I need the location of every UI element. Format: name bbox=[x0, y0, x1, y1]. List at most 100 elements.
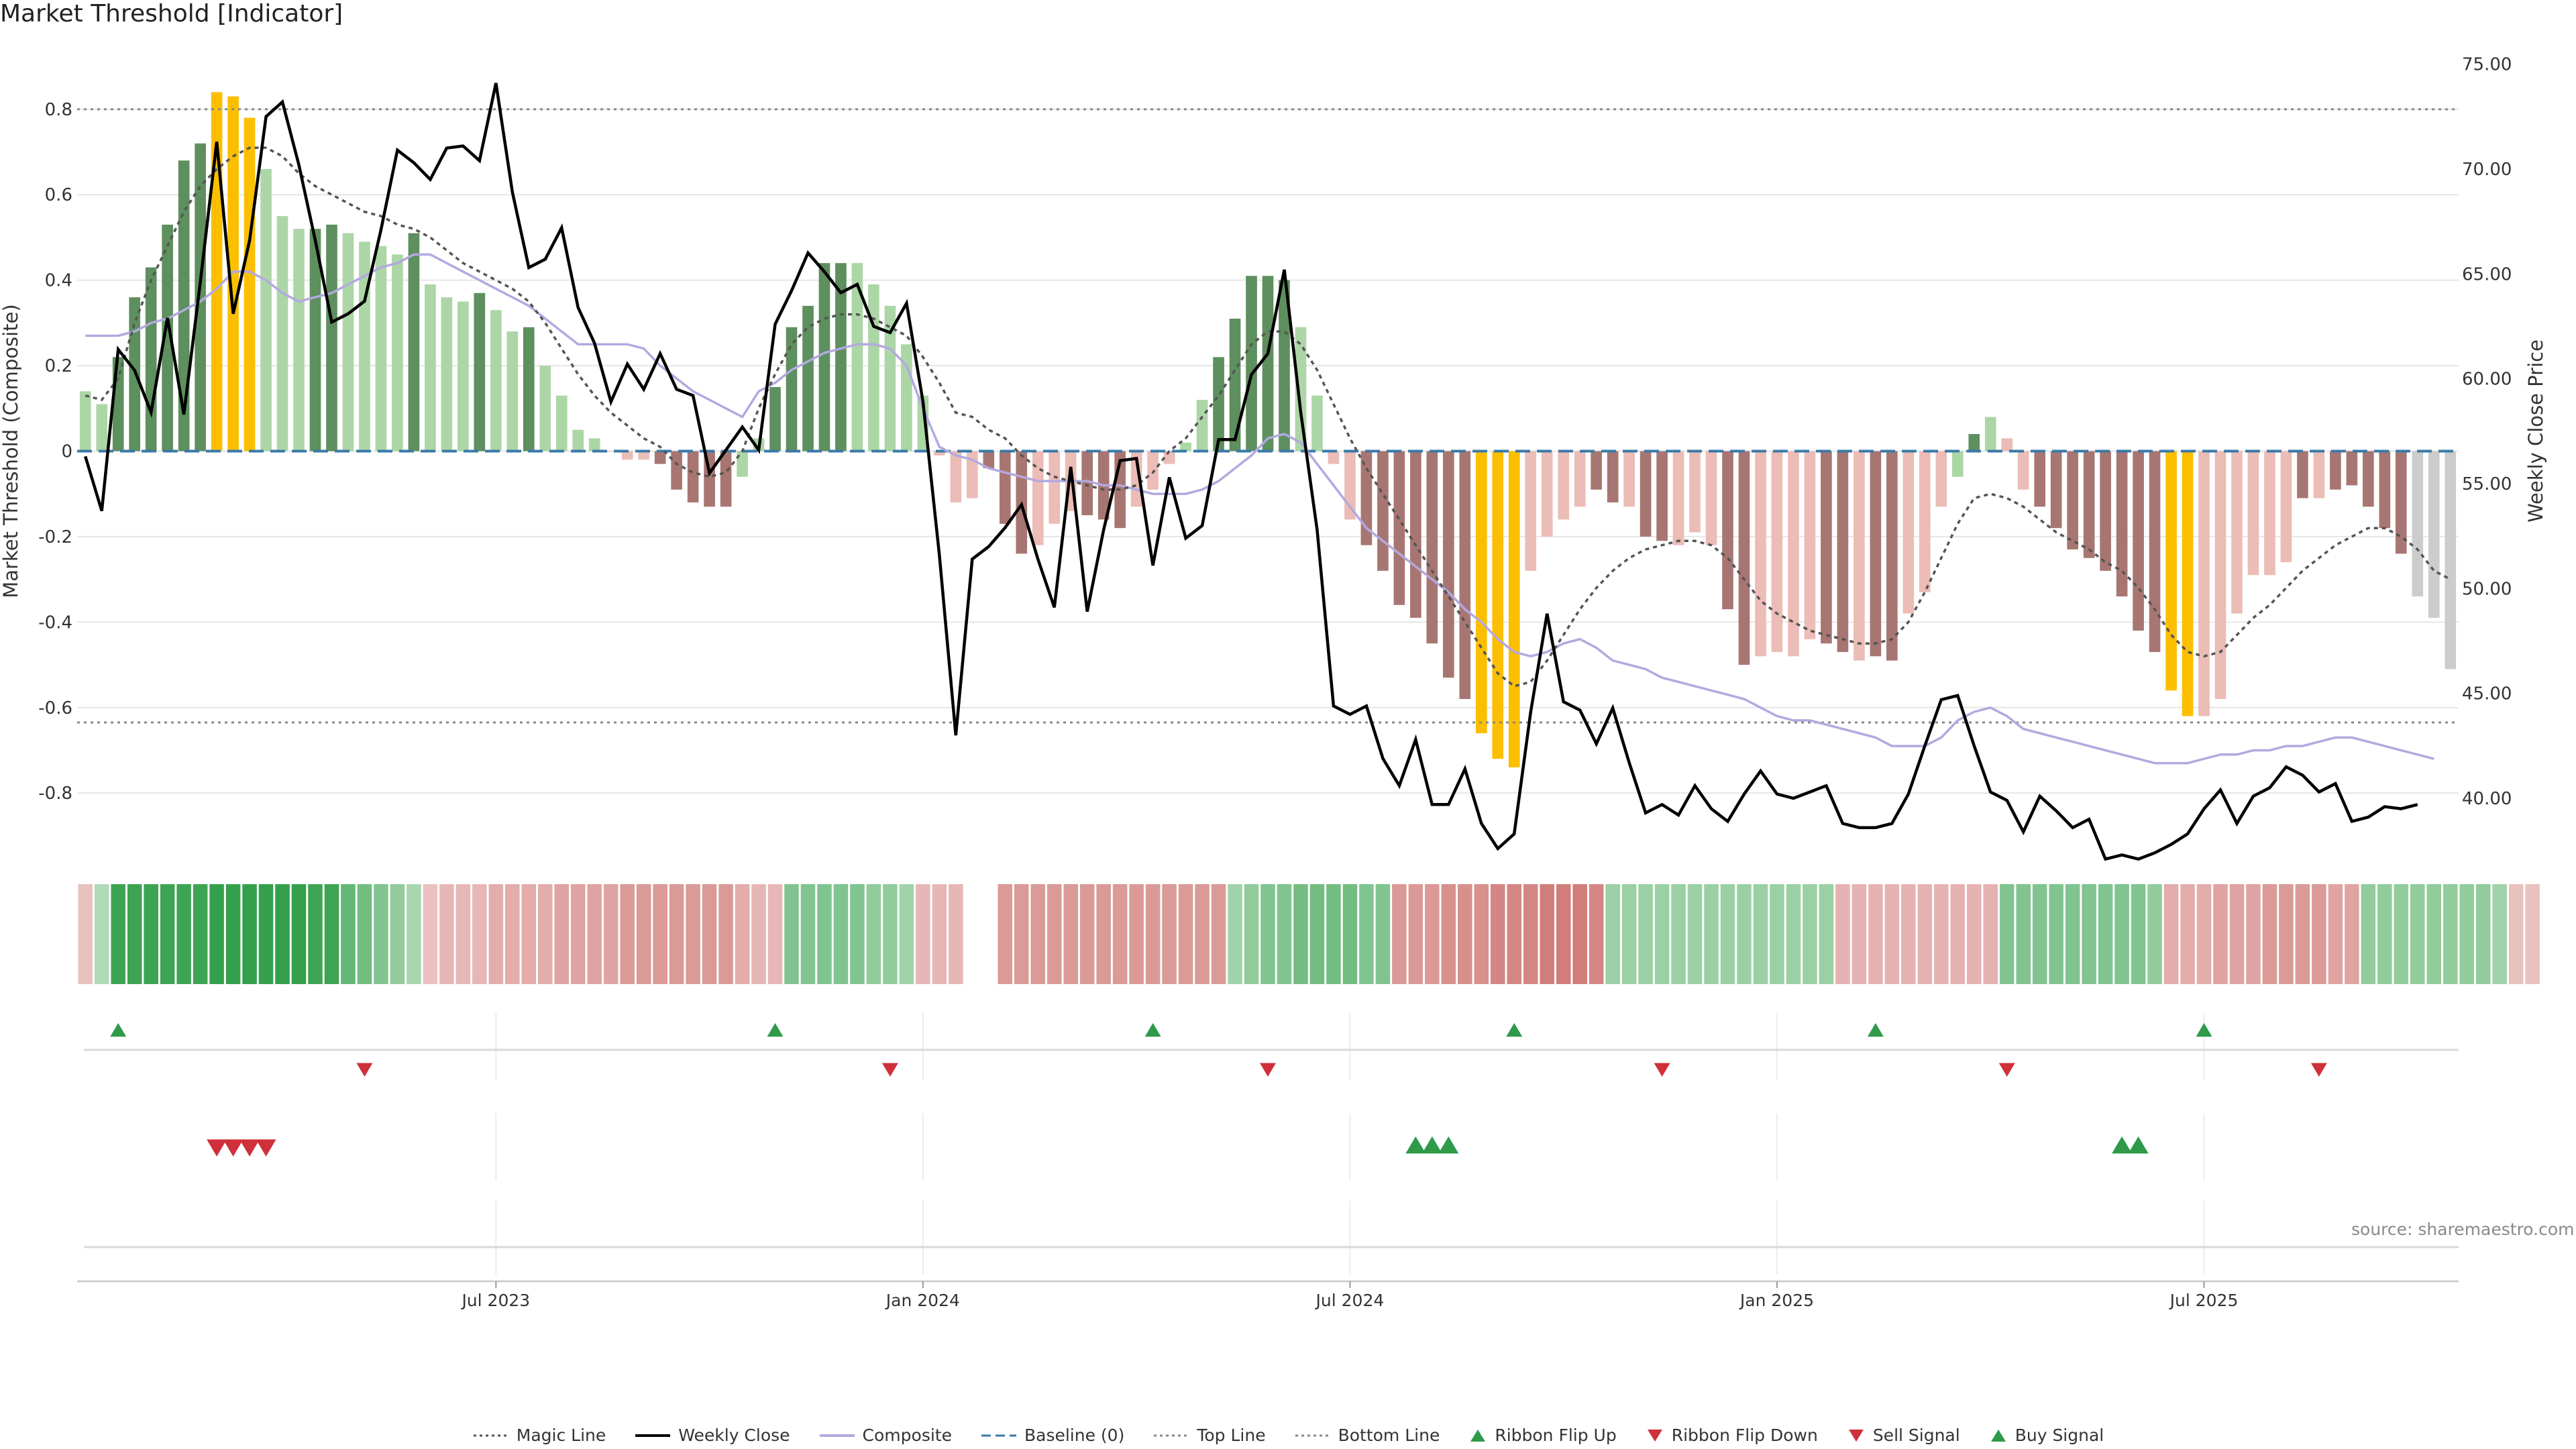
histogram-bar bbox=[835, 263, 847, 451]
ribbon-cell bbox=[1917, 884, 1933, 984]
histogram-bar bbox=[293, 229, 305, 451]
histogram-bar bbox=[1821, 451, 1832, 644]
ribbon-flip-up-marker bbox=[110, 1023, 127, 1037]
legend-label: Ribbon Flip Down bbox=[1671, 1426, 1818, 1445]
ribbon-cell bbox=[472, 884, 487, 984]
ribbon-cell bbox=[653, 884, 667, 984]
histogram-bar bbox=[1442, 451, 1454, 678]
ribbon-cell bbox=[94, 884, 109, 984]
histogram-bar bbox=[441, 297, 453, 451]
ribbon-cell bbox=[374, 884, 388, 984]
right-tick-label: 40.00 bbox=[2462, 789, 2512, 809]
ribbon-cell bbox=[817, 884, 832, 984]
histogram-bar bbox=[1870, 451, 1882, 657]
x-tick-label: Jul 2023 bbox=[460, 1291, 530, 1310]
ribbon-cell bbox=[1605, 884, 1620, 984]
ribbon-cell bbox=[587, 884, 602, 984]
ribbon-cell bbox=[2279, 884, 2294, 984]
legend-swatch bbox=[981, 1434, 1016, 1436]
histogram-bar bbox=[1279, 280, 1290, 451]
histogram-bar bbox=[1229, 319, 1241, 451]
ribbon-cell bbox=[1999, 884, 2015, 984]
ribbon-cell bbox=[144, 884, 158, 984]
histogram-bar bbox=[2165, 451, 2177, 691]
buy-signal-marker bbox=[1438, 1136, 1459, 1154]
ribbon-cell bbox=[603, 884, 619, 984]
legend-item: Baseline (0) bbox=[980, 1426, 1124, 1445]
histogram-bar bbox=[1246, 276, 1257, 451]
ribbon-cell bbox=[1556, 884, 1571, 984]
right-axis-title: Weekly Close Price bbox=[2524, 339, 2547, 523]
ribbon-cell bbox=[242, 884, 257, 984]
histogram-bar bbox=[1328, 451, 1340, 464]
ribbon-cell bbox=[1178, 884, 1193, 984]
histogram-bar bbox=[408, 233, 420, 451]
histogram-bar bbox=[2297, 451, 2308, 498]
histogram-bar bbox=[1311, 395, 1323, 451]
histogram-bar bbox=[1804, 451, 1816, 639]
legend-label: Baseline (0) bbox=[1024, 1426, 1125, 1445]
ribbon-cell bbox=[1162, 884, 1177, 984]
ribbon-cell bbox=[2328, 884, 2343, 984]
legend-item: Sell Signal bbox=[1846, 1426, 1960, 1445]
ribbon-cell bbox=[1408, 884, 1424, 984]
ribbon-cell bbox=[1079, 884, 1095, 984]
left-tick-label: -0.4 bbox=[38, 612, 72, 633]
histogram-bar bbox=[96, 404, 108, 451]
histogram-bar bbox=[1130, 451, 1142, 507]
ribbon-cell bbox=[291, 884, 307, 984]
ribbon-cell bbox=[998, 884, 1013, 984]
histogram-bar bbox=[425, 284, 436, 451]
ribbon-cell bbox=[78, 884, 93, 984]
ribbon-cell bbox=[1392, 884, 1407, 984]
source-text: source: sharemaestro.com bbox=[2351, 1220, 2575, 1239]
ribbon-cell bbox=[488, 884, 504, 984]
ribbon-cell bbox=[1030, 884, 1046, 984]
histogram-bar bbox=[588, 438, 600, 451]
histogram-bar bbox=[2346, 451, 2358, 486]
ribbon-cell bbox=[866, 884, 881, 984]
ribbon-cell bbox=[423, 884, 438, 984]
histogram-bar bbox=[1591, 451, 1602, 490]
ribbon-cell bbox=[1589, 884, 1604, 984]
ribbon-cell bbox=[1621, 884, 1637, 984]
chart-title: Market Threshold [Indicator] bbox=[0, 0, 343, 28]
ribbon-flip-down-marker bbox=[1260, 1063, 1276, 1077]
ribbon-cell bbox=[2492, 884, 2507, 984]
histogram-bar bbox=[1935, 451, 1947, 507]
ribbon-cell bbox=[1277, 884, 1292, 984]
ribbon-cell bbox=[1950, 884, 1966, 984]
histogram-bar bbox=[2280, 451, 2292, 563]
histogram-bar bbox=[1393, 451, 1405, 605]
ribbon-cell bbox=[1441, 884, 1456, 984]
histogram-bar bbox=[490, 310, 502, 451]
ribbon-cell bbox=[2229, 884, 2245, 984]
ribbon-cell bbox=[439, 884, 454, 984]
histogram-bar bbox=[1541, 451, 1553, 537]
histogram-bar bbox=[1492, 451, 1504, 759]
ribbon-cell bbox=[899, 884, 914, 984]
ribbon-cell bbox=[833, 884, 849, 984]
ribbon-cell bbox=[2147, 884, 2162, 984]
histogram-bar bbox=[1459, 451, 1471, 700]
ribbon-cell bbox=[1803, 884, 1817, 984]
legend-swatch bbox=[1470, 1429, 1486, 1442]
histogram-bar bbox=[2395, 451, 2407, 554]
ribbon-cell bbox=[324, 884, 339, 984]
histogram-bar bbox=[2379, 451, 2391, 529]
ribbon-cell bbox=[2016, 884, 2031, 984]
legend-label: Weekly Close bbox=[678, 1426, 790, 1445]
ribbon-cell bbox=[916, 884, 930, 984]
histogram-bar bbox=[934, 451, 945, 455]
ribbon-cell bbox=[1326, 884, 1341, 984]
ribbon-cell bbox=[1112, 884, 1128, 984]
sell-signal-marker bbox=[223, 1139, 244, 1157]
histogram-bar bbox=[654, 451, 666, 464]
ribbon-cell bbox=[636, 884, 651, 984]
ribbon-cell bbox=[1228, 884, 1242, 984]
histogram-bar bbox=[2017, 451, 2029, 490]
ribbon-cell bbox=[2312, 884, 2326, 984]
histogram-bar bbox=[1360, 451, 1373, 545]
x-tick-label: Jul 2024 bbox=[1315, 1291, 1385, 1310]
histogram-bar bbox=[2050, 451, 2062, 529]
